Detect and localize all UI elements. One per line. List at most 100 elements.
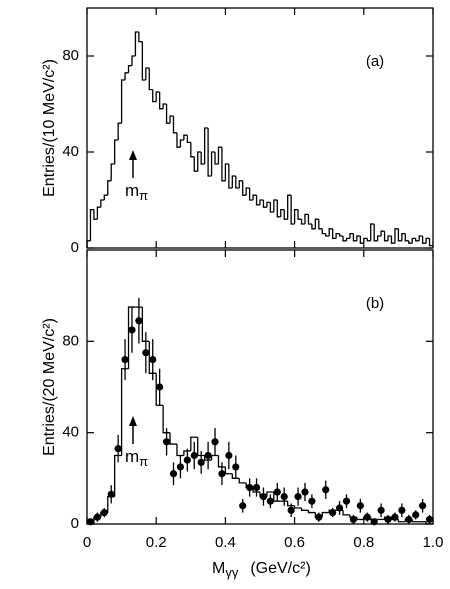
y-tick-label: 0 — [71, 515, 79, 532]
histogram-step — [293, 208, 299, 224]
histogram-step — [408, 240, 413, 244]
histogram-step — [328, 228, 333, 236]
plot-frame — [86, 7, 434, 249]
histogram-step — [342, 510, 350, 516]
data-point — [128, 326, 136, 334]
histogram-step — [314, 218, 319, 229]
histogram-step — [207, 128, 212, 177]
histogram-step — [120, 368, 129, 456]
histogram-step — [290, 195, 295, 225]
histogram-step — [238, 478, 247, 484]
histogram-step — [349, 232, 354, 239]
histogram-step — [190, 142, 195, 158]
data-point — [183, 456, 191, 464]
histogram-step — [318, 219, 323, 230]
histogram-step — [103, 194, 108, 200]
histogram-step — [179, 139, 184, 148]
histogram-step — [183, 450, 191, 456]
data-point — [287, 506, 295, 514]
data-point — [308, 497, 316, 505]
annotation-arrowhead — [129, 150, 137, 160]
x-tick-label: 1.0 — [423, 534, 444, 551]
histogram-step — [203, 127, 209, 164]
histogram-step — [325, 233, 330, 237]
histogram-step — [370, 223, 375, 241]
histogram-step — [307, 510, 316, 514]
annotation-subscript: π — [139, 188, 148, 203]
histogram-step — [96, 206, 101, 220]
x-label-text: M — [212, 560, 225, 577]
histogram-step — [356, 235, 361, 241]
histogram-step — [228, 164, 233, 189]
data-point — [176, 463, 185, 471]
data-point — [419, 502, 427, 510]
histogram-step — [176, 132, 181, 148]
data-point — [246, 483, 254, 492]
y-axis-label: Entries/(20 MeV/c²) — [41, 318, 58, 456]
histogram-step — [283, 209, 288, 220]
histogram-step — [376, 235, 382, 241]
histogram-step — [165, 104, 171, 124]
histogram-step — [210, 151, 216, 176]
histogram-step — [131, 55, 136, 66]
y-axis-label: Entries/(10 MeV/c²) — [41, 59, 58, 197]
data-point — [425, 515, 434, 524]
histogram-step — [210, 454, 219, 461]
y-tick-label: 0 — [71, 239, 79, 256]
histogram-step — [425, 521, 433, 525]
data-point — [301, 488, 309, 496]
panel-label: (b) — [366, 295, 384, 312]
data-point — [239, 502, 247, 510]
data-point — [294, 493, 302, 501]
histogram-step — [269, 202, 274, 213]
histogram-step — [238, 180, 243, 188]
histogram-step — [169, 115, 174, 124]
plot-frame — [86, 249, 434, 525]
data-point — [169, 470, 178, 478]
histogram-step — [190, 436, 198, 451]
histogram-step — [300, 219, 305, 225]
annotation-arrowhead — [129, 416, 137, 426]
data-point — [259, 493, 268, 501]
histogram-step — [138, 32, 143, 43]
y-tick-label: 40 — [62, 424, 79, 441]
data-point — [204, 451, 212, 460]
histogram-step — [397, 519, 406, 523]
histogram-step — [428, 238, 433, 247]
histogram-step — [387, 235, 392, 241]
data-point — [266, 497, 274, 505]
y-tick-label: 80 — [62, 47, 79, 64]
data-point — [384, 515, 392, 524]
histogram-step — [200, 152, 205, 165]
annotation: mπ — [125, 447, 148, 469]
y-tick-label: 80 — [62, 332, 79, 349]
data-point — [93, 513, 101, 521]
histogram-step — [415, 238, 420, 242]
histogram-step — [89, 208, 94, 241]
histogram-step — [401, 232, 406, 241]
data-point — [114, 445, 122, 453]
histogram-step — [356, 517, 364, 521]
data-point — [252, 483, 261, 492]
data-point — [398, 506, 406, 514]
histogram-step — [255, 195, 260, 206]
x-label-unit: (GeV/c²) — [250, 560, 310, 577]
histogram-step — [297, 209, 302, 220]
x-axis-label: Mγγ (GeV/c²) — [212, 560, 311, 580]
data-point — [370, 518, 378, 526]
histogram-step — [342, 236, 347, 242]
histogram-step — [380, 230, 385, 236]
x-tick-label: 0.4 — [215, 534, 236, 551]
histogram-step — [217, 146, 222, 164]
histogram-step — [93, 209, 98, 220]
data-point — [218, 470, 226, 478]
histogram-step — [169, 432, 177, 445]
annotation-text: m — [125, 447, 139, 466]
histogram-step — [338, 233, 344, 237]
histogram-step — [193, 156, 198, 172]
histogram-step — [411, 519, 420, 523]
data-point — [197, 458, 205, 466]
histogram-step — [345, 237, 350, 241]
histogram-step — [394, 228, 399, 244]
histogram-step — [404, 233, 409, 242]
